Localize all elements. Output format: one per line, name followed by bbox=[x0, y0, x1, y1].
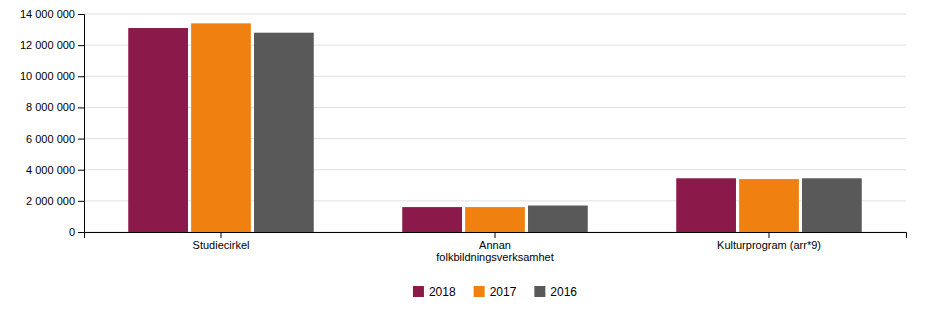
x-tick: Kulturprogram (arr*9) bbox=[717, 232, 821, 251]
x-axis: Studiecirkel Annanfolkbildningsverksamhet… bbox=[85, 232, 907, 263]
y-tick-label: 8 000 000 bbox=[26, 101, 75, 113]
legend-swatch bbox=[474, 286, 485, 297]
x-tick-label: Kulturprogram (arr*9) bbox=[717, 239, 821, 251]
y-tick: 0 bbox=[69, 226, 84, 238]
legend-label: 2017 bbox=[490, 285, 517, 299]
y-tick: 10 000 000 bbox=[20, 70, 84, 82]
x-tick-line bbox=[495, 232, 496, 238]
plot: 0 2 000 000 4 000 000 6 000 000 8 000 000 10 … bbox=[20, 8, 907, 263]
grid-line bbox=[84, 14, 906, 15]
x-tick: Studiecirkel bbox=[193, 232, 250, 251]
y-tick: 14 000 000 bbox=[20, 8, 84, 20]
y-tick: 12 000 000 bbox=[20, 39, 84, 51]
x-tick-line bbox=[221, 232, 222, 238]
legend: 2018 2017 2016 bbox=[413, 285, 577, 299]
x-tick-label: Studiecirkel bbox=[193, 239, 250, 251]
y-tick-label: 0 bbox=[69, 226, 75, 238]
bar bbox=[191, 23, 251, 232]
y-tick: 8 000 000 bbox=[26, 101, 84, 113]
y-tick-line bbox=[78, 107, 84, 108]
y-tick-line bbox=[78, 232, 84, 233]
legend-swatch bbox=[413, 286, 424, 297]
y-tick-label: 10 000 000 bbox=[20, 70, 75, 82]
y-tick: 6 000 000 bbox=[26, 133, 84, 145]
bar bbox=[528, 206, 588, 232]
y-axis: 0 2 000 000 4 000 000 6 000 000 8 000 000 10 … bbox=[20, 8, 85, 238]
y-tick-label: 4 000 000 bbox=[26, 164, 75, 176]
bar-series bbox=[254, 33, 862, 232]
x-axis-line bbox=[85, 233, 907, 239]
bar bbox=[402, 207, 462, 232]
legend-item: 2018 bbox=[413, 285, 456, 299]
legend-item: 2016 bbox=[534, 285, 577, 299]
bars bbox=[128, 23, 862, 232]
x-tick-line bbox=[769, 232, 770, 238]
y-tick-label: 14 000 000 bbox=[20, 8, 75, 20]
y-tick-line bbox=[78, 45, 84, 46]
chart: 0 2 000 000 4 000 000 6 000 000 8 000 000 10 … bbox=[0, 0, 926, 310]
legend-label: 2016 bbox=[550, 285, 577, 299]
legend-label: 2018 bbox=[429, 285, 456, 299]
grid bbox=[84, 14, 906, 232]
y-tick-line bbox=[78, 170, 84, 171]
y-tick-line bbox=[78, 201, 84, 202]
y-tick-label: 6 000 000 bbox=[26, 133, 75, 145]
y-tick: 4 000 000 bbox=[26, 164, 84, 176]
bar-series bbox=[191, 23, 799, 232]
y-axis-line bbox=[78, 15, 85, 233]
bar bbox=[739, 179, 799, 232]
y-tick-label: 12 000 000 bbox=[20, 39, 75, 51]
bar bbox=[465, 207, 525, 232]
y-tick: 2 000 000 bbox=[26, 195, 84, 207]
y-tick-line bbox=[78, 14, 84, 15]
bar bbox=[254, 33, 314, 232]
y-tick-line bbox=[78, 139, 84, 140]
bar bbox=[676, 178, 736, 232]
legend-swatch bbox=[534, 286, 545, 297]
bar bbox=[802, 178, 862, 232]
legend-item: 2017 bbox=[474, 285, 517, 299]
x-tick: Annanfolkbildningsverksamhet bbox=[436, 232, 553, 263]
y-tick-line bbox=[78, 76, 84, 77]
y-tick-label: 2 000 000 bbox=[26, 195, 75, 207]
bar bbox=[128, 28, 188, 232]
x-tick-label: Annanfolkbildningsverksamhet bbox=[436, 239, 553, 264]
